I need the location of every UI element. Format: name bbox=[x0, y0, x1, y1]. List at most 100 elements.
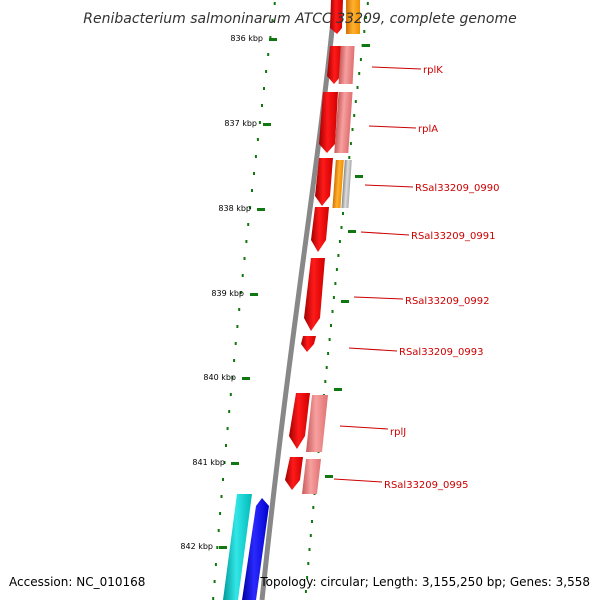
track-dot bbox=[353, 114, 356, 117]
gene-label-rplA[interactable]: rplA bbox=[368, 124, 438, 135]
track-dot bbox=[229, 393, 232, 396]
gene-grey-block[interactable] bbox=[341, 160, 352, 208]
track-dot bbox=[239, 291, 242, 294]
gene-label-RSal33209_0991[interactable]: RSal33209_0991 bbox=[360, 231, 495, 242]
gene-orange-block[interactable] bbox=[332, 160, 344, 208]
track-dot bbox=[258, 121, 261, 124]
gene-label-text: RSal33209_0992 bbox=[405, 296, 489, 307]
track-dot bbox=[273, 2, 276, 5]
track-dot bbox=[213, 580, 216, 583]
track-dot bbox=[338, 240, 341, 243]
gene-label-text: RSal33209_0993 bbox=[399, 347, 483, 358]
gene-pink-block[interactable] bbox=[334, 92, 353, 153]
accession-text: Accession: NC_010168 bbox=[9, 575, 145, 589]
track-dot bbox=[366, 2, 369, 5]
track-dot bbox=[331, 310, 334, 313]
kbp-label: 839 kbp bbox=[211, 289, 244, 298]
track-dot bbox=[219, 512, 222, 515]
track-dot bbox=[365, 16, 367, 19]
gene-blue-arrow[interactable] bbox=[242, 498, 269, 600]
track-dot bbox=[245, 240, 248, 243]
outer-dotted-track bbox=[212, 2, 276, 600]
track-dot bbox=[330, 324, 332, 327]
track-dot bbox=[241, 274, 244, 277]
gene-label-RSal33209_0992[interactable]: RSal33209_0992 bbox=[353, 296, 489, 307]
kbp-label: 840 kbp bbox=[203, 373, 236, 382]
kbp-label: 837 kbp bbox=[224, 119, 257, 128]
track-dot bbox=[217, 529, 220, 532]
track-dot bbox=[267, 53, 270, 56]
gene-cds-arrow[interactable] bbox=[330, 0, 343, 34]
kbp-tick: 841 kbp bbox=[192, 458, 239, 467]
gene-label-text: rplK bbox=[423, 65, 443, 76]
gene-label-rplK[interactable]: rplK bbox=[371, 65, 443, 76]
kbp-label: 836 kbp bbox=[230, 34, 263, 43]
track-dot bbox=[261, 104, 263, 107]
gene-pink-block[interactable] bbox=[302, 459, 321, 494]
gene-cds-arrow[interactable] bbox=[311, 207, 329, 252]
track-dot bbox=[337, 254, 340, 257]
gene-label-RSal33209_0995[interactable]: RSal33209_0995 bbox=[333, 478, 468, 491]
kbp-label: 842 kbp bbox=[180, 542, 213, 551]
genome-backbone bbox=[259, 0, 338, 600]
track-dot bbox=[307, 562, 310, 565]
track-dot bbox=[231, 376, 234, 379]
track-dot bbox=[312, 506, 315, 509]
track-dot bbox=[311, 520, 313, 523]
gene-cds-arrow[interactable] bbox=[327, 46, 343, 84]
track-dot bbox=[269, 36, 272, 39]
track-dot bbox=[327, 352, 330, 355]
track-dot bbox=[340, 226, 343, 229]
track-dot bbox=[265, 70, 268, 73]
gene-cds-arrow[interactable] bbox=[285, 457, 303, 490]
track-dot bbox=[251, 189, 253, 192]
track-dot bbox=[359, 58, 362, 61]
track-dot bbox=[243, 257, 246, 260]
gene-cyan-block[interactable] bbox=[223, 494, 252, 600]
gene-cds-arrow[interactable] bbox=[319, 92, 338, 153]
track-dot bbox=[254, 155, 257, 158]
kbp-tick: 840 kbp bbox=[203, 373, 250, 382]
gene-cds-arrow[interactable] bbox=[315, 158, 333, 206]
genome-title: Renibacterium salmoninarum ATCC 33209, c… bbox=[83, 11, 516, 27]
kbp-tick: 838 kbp bbox=[218, 204, 265, 213]
gene-label-text: RSal33209_0995 bbox=[384, 480, 468, 491]
gene-cds-arrow[interactable] bbox=[289, 393, 310, 449]
gene-label-rplJ[interactable]: rplJ bbox=[339, 425, 406, 438]
gene-label-RSal33209_0993[interactable]: RSal33209_0993 bbox=[348, 347, 483, 358]
gene-label-text: RSal33209_0990 bbox=[415, 183, 499, 194]
topology-text: Topology: circular; Length: 3,155,250 bp… bbox=[259, 575, 590, 589]
track-dot bbox=[332, 296, 335, 299]
track-dot bbox=[342, 212, 344, 215]
gene-label-RSal33209_0990[interactable]: RSal33209_0990 bbox=[364, 183, 499, 194]
track-dot bbox=[256, 138, 259, 141]
track-dot bbox=[228, 410, 231, 413]
gene-label-text: RSal33209_0991 bbox=[411, 231, 495, 242]
kbp-scale: 836 kbp 837 kbp 838 kbp 839 kbp 840 kbp … bbox=[180, 34, 277, 551]
track-dot bbox=[271, 19, 274, 22]
gene-features bbox=[223, 0, 360, 600]
track-dot bbox=[234, 342, 237, 345]
track-dot bbox=[304, 590, 307, 593]
track-dot bbox=[348, 156, 351, 159]
track-dot bbox=[216, 546, 219, 549]
track-dot bbox=[236, 325, 239, 328]
track-dot bbox=[309, 534, 312, 537]
gene-cds-arrow[interactable] bbox=[304, 258, 325, 331]
track-dot bbox=[354, 100, 357, 103]
track-dot bbox=[212, 597, 215, 600]
gene-pink-block[interactable] bbox=[338, 46, 355, 84]
kbp-tick: 837 kbp bbox=[224, 119, 271, 128]
gene-orange-block[interactable] bbox=[346, 0, 360, 34]
track-dot bbox=[349, 142, 352, 145]
track-dot bbox=[249, 206, 252, 209]
track-dot bbox=[225, 444, 227, 447]
gene-pink-block[interactable] bbox=[306, 395, 328, 452]
kbp-tick: 842 kbp bbox=[180, 542, 227, 551]
gene-cds-arrow[interactable] bbox=[301, 336, 316, 352]
track-dot bbox=[358, 72, 361, 75]
track-dot bbox=[324, 380, 327, 383]
kbp-tick: 839 kbp bbox=[211, 289, 258, 298]
track-dot bbox=[328, 338, 331, 341]
